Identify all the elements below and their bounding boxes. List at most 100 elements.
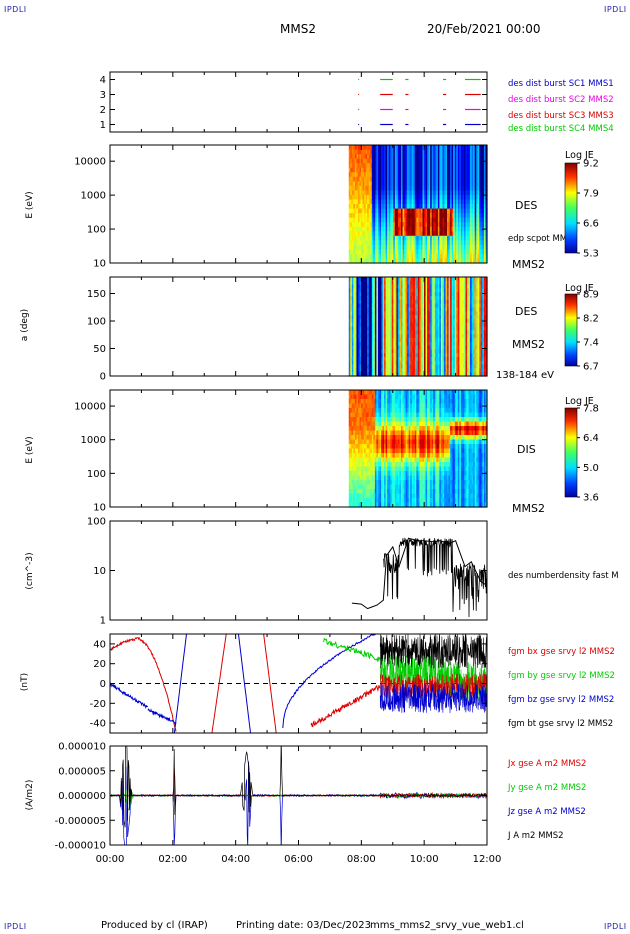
spectrogram-cell [447,349,450,354]
spectrogram-cell [390,349,393,354]
spectrogram-cell [351,364,354,369]
spectrogram-cell [391,288,394,293]
spectrogram-cell [480,185,483,191]
spectrogram-cell [445,213,448,219]
spectrogram-cell [356,426,359,432]
spectrogram-cell [365,353,368,358]
spectrogram-cell [462,360,465,366]
spectrogram-cell [416,244,419,250]
spectrogram-cell [367,334,370,339]
spectrogram-cell [381,330,384,335]
spectrogram-cell [348,326,351,331]
spectrogram-cell [390,154,393,160]
spectrogram-cell [453,149,456,155]
spectrogram-cell [351,360,354,366]
spectrogram-cell [414,190,417,196]
spectrogram-cell [350,430,353,436]
spectrogram-cell [462,318,465,324]
spectrogram-cell [356,303,359,309]
spectrogram-cell [468,345,471,350]
spectrogram-cell [430,292,433,297]
spectrogram-cell [399,222,402,228]
spectrogram-cell [405,176,408,182]
spectrogram-cell [370,208,373,214]
spectrogram-cell [399,154,402,160]
spectrogram-cell [468,190,471,196]
spectrogram-cell [382,181,385,187]
spectrogram-cell [454,356,457,362]
spectrogram-cell [465,149,468,155]
spectrogram-cell [374,330,378,335]
spectrogram-cell [384,244,387,250]
spectrogram-cell [442,288,445,293]
spectrogram-cell [422,360,425,366]
spectrogram-cell [374,349,378,354]
spectrogram-cell [465,349,468,354]
spectrogram-cell [350,172,353,178]
spectrogram-cell [457,145,460,151]
spectrogram-cell [480,253,483,260]
spectrogram-cell [354,337,358,343]
spectrogram-cell [384,222,387,228]
spectrogram-cell [483,258,487,264]
spectrogram-cell [448,360,451,366]
spectrogram-cell [420,163,424,169]
spectrogram-cell [396,222,399,228]
spectrogram-cell [354,154,358,160]
spectrogram-cell [350,439,353,445]
spectrogram-cell [436,244,439,250]
spectrogram-cell [351,341,354,347]
spectrogram-cell [393,167,396,173]
spectrogram-cell [431,360,434,366]
spectrogram-cell [471,318,474,324]
spectrogram-cell [402,277,405,282]
spectrogram-cell [381,249,384,255]
spectrogram-cell [410,368,413,373]
spectrogram-cell [448,258,451,264]
spectrogram-cell [456,235,459,241]
spectrogram-cell [473,284,476,290]
spectrogram-cell [451,353,454,358]
spectrogram-cell [430,222,433,228]
spectrogram-cell [373,149,376,155]
spectrogram-cell [405,231,408,237]
spectrogram-cell [399,311,402,316]
spectrogram-cell [357,213,361,219]
spectrogram-cell [417,249,421,255]
spectrogram-cell [417,176,421,182]
spectrogram-cell [425,204,428,210]
spectrogram-cell [367,341,370,347]
spectrogram-cell [376,154,379,160]
spectrogram-cell [385,167,388,173]
spectrogram-cell [393,149,396,155]
spectrogram-cell [476,208,479,214]
spectrogram-cell [428,167,431,173]
spectrogram-cell [393,288,396,293]
spectrogram-cell [450,199,453,205]
spectrogram-cell [456,185,459,191]
spectrogram-cell [420,190,424,196]
spectrogram-cell [459,315,462,320]
spectrogram-cell [365,372,368,377]
spectrogram-cell [453,176,456,182]
spectrogram-cell [394,349,397,354]
spectrogram-cell [483,199,487,205]
spectrogram-cell [397,249,401,255]
spectrogram-cell [480,258,483,264]
spectrogram-cell [356,280,359,286]
spectrogram-cell [402,235,405,241]
spectrogram-cell [400,311,404,316]
spectrogram-cell [436,167,439,173]
spectrogram-cell [474,190,477,196]
spectrogram-cell [453,311,456,316]
spectrogram-cell [350,307,353,312]
spectrogram-cell [456,318,459,324]
spectrogram-cell [407,181,410,187]
spectrogram-cell [424,307,427,312]
spectrogram-cell [425,277,428,282]
spectrogram-cell [376,360,379,366]
spectrogram-cell [387,249,390,255]
spectrogram-cell [410,194,413,201]
spectrogram-cell [416,176,419,182]
spectrogram-cell [427,326,430,331]
